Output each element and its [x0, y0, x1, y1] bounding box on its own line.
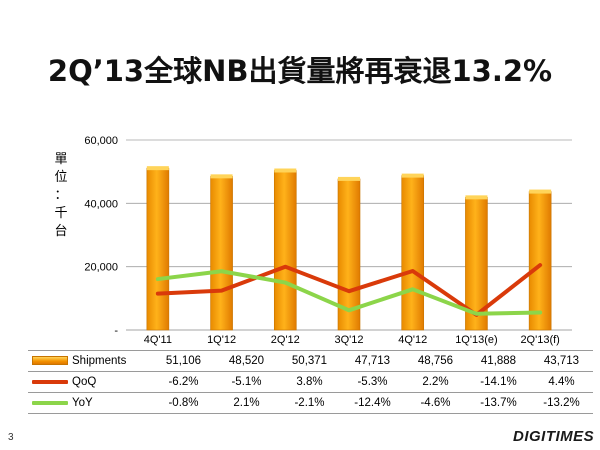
y-tick-label: 20,000 [84, 262, 118, 274]
x-tick-label: 2Q'13(f) [520, 334, 559, 346]
data-table: Shipments 51,106 48,520 50,371 47,713 48,756 4… [28, 350, 593, 414]
data-label: 43,713 [530, 350, 593, 372]
legend-entry: QoQ [28, 371, 152, 393]
slide-title: 2Q’13全球NB出貨量將再衰退13.2% [47, 54, 553, 88]
data-label: 50,371 [278, 350, 341, 372]
y-axis-label-char: ： [54, 188, 67, 203]
data-label: -2.1% [278, 392, 341, 414]
data-label: -6.2% [152, 371, 215, 393]
shipments-bar [528, 191, 552, 331]
legend-entry: Shipments [28, 350, 152, 372]
x-tick-label: 4Q'11 [144, 334, 172, 346]
y-axis-label-char: 台 [54, 224, 67, 239]
data-label: 4.4% [530, 371, 593, 393]
bar-3 [337, 176, 361, 331]
data-label: -0.8% [152, 392, 215, 414]
shipments-bar [210, 176, 233, 331]
y-tick-label: 60,000 [84, 135, 118, 147]
data-label: 48,520 [215, 350, 278, 372]
page-number: 3 [8, 432, 14, 443]
x-tick-label: 3Q'12 [334, 334, 363, 346]
y-tick-label: - [114, 325, 118, 337]
bar-6 [528, 189, 552, 331]
bar-4 [401, 173, 425, 331]
table-row-qoq: QoQ -6.2% -5.1% 3.8% -5.3% 2.2% -14.1% 4.4% [28, 371, 593, 393]
lines-layer [155, 263, 543, 317]
x-tick-label: 4Q'12 [398, 334, 427, 346]
shipments-bar [273, 170, 297, 331]
shipments-bar-cap [210, 174, 233, 179]
y-axis-label: 單位 ： 千台 [54, 152, 67, 239]
data-label: -13.7% [467, 392, 530, 414]
bar-5 [465, 195, 488, 331]
legend-label: QoQ [72, 376, 97, 388]
legend-swatch [32, 400, 68, 405]
data-label: 2.1% [215, 392, 278, 414]
bar-0 [146, 166, 170, 331]
data-label: 47,713 [341, 350, 404, 372]
shipments-chart: - 20,000 40,000 60,000 單位 ： 千台 4Q'11 1Q'12 2Q'12 3… [54, 135, 572, 346]
data-label: -13.2% [530, 392, 593, 414]
shipments-bar-cap [274, 168, 297, 173]
shipments-bar [146, 167, 170, 331]
x-tick-label: 1Q'13(e) [455, 334, 497, 346]
data-label: -5.1% [215, 371, 278, 393]
data-label: 51,106 [152, 350, 215, 372]
x-tick-label: 2Q'12 [271, 334, 300, 346]
shipments-bar-cap [529, 189, 552, 194]
y-axis-label-char: 位 [54, 170, 67, 185]
data-label: 48,756 [404, 350, 467, 372]
data-label: -4.6% [404, 392, 467, 414]
data-label: -5.3% [341, 371, 404, 393]
y-axis-label-char: 單 [54, 152, 67, 167]
shipments-bar-cap [338, 176, 360, 181]
bar-2 [273, 168, 297, 331]
ticks-layer: - 20,000 40,000 60,000 單位 ： 千台 4Q'11 1Q'12 2Q'12 3… [54, 135, 559, 346]
data-label: 2.2% [404, 371, 467, 393]
shipments-bar-cap [146, 166, 169, 171]
shipments-bar-cap [401, 173, 424, 178]
legend-entry: YoY [28, 392, 152, 414]
y-axis-label-char: 千 [54, 206, 67, 221]
digitimes-logo: DIGITIMES [513, 428, 595, 445]
legend-label: YoY [72, 397, 93, 409]
bar-1 [210, 174, 233, 331]
x-tick-label: 1Q'12 [207, 334, 236, 346]
shipments-bar [401, 175, 425, 331]
data-label: 41,888 [467, 350, 530, 372]
legend-swatch [32, 356, 68, 366]
shipments-bar-cap [465, 195, 488, 200]
data-label: -14.1% [467, 371, 530, 393]
y-tick-label: 40,000 [84, 198, 118, 210]
legend-swatch [32, 379, 68, 384]
data-label: -12.4% [341, 392, 404, 414]
data-label: 3.8% [278, 371, 341, 393]
legend-label: Shipments [72, 355, 127, 367]
table-row-shipments: Shipments 51,106 48,520 50,371 47,713 48,756 4… [28, 350, 593, 372]
table-row-yoy: YoY -0.8% 2.1% -2.1% -12.4% -4.6% -13.7% -13.2% [28, 392, 593, 414]
